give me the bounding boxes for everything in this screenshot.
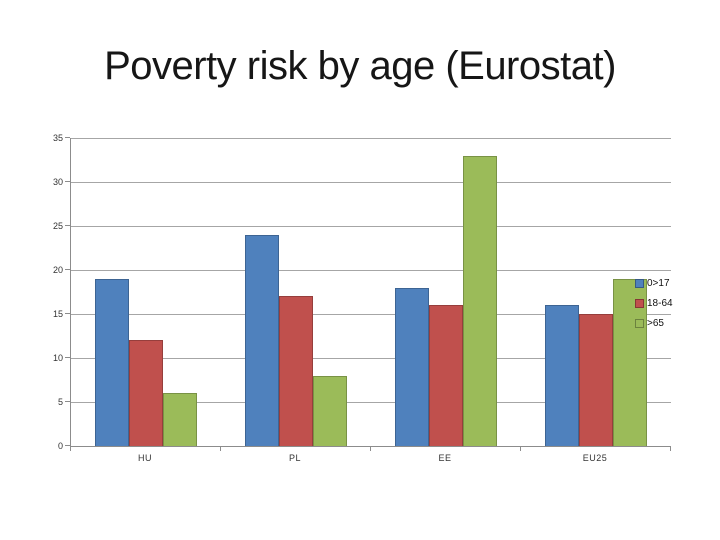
plot-area bbox=[70, 138, 671, 447]
chart-legend: 0>17 18-64 >65 bbox=[635, 273, 673, 333]
gridline-35 bbox=[71, 138, 671, 139]
y-axis-label-5: 5 bbox=[57, 397, 63, 407]
y-axis-label-15: 15 bbox=[52, 309, 63, 319]
legend-item-65: >65 bbox=[635, 313, 673, 333]
bar-ee-18-64 bbox=[429, 305, 463, 446]
bar-hu-65 bbox=[163, 393, 197, 446]
gridline-30 bbox=[71, 182, 671, 183]
legend-swatch-65 bbox=[635, 318, 644, 328]
x-tick-0 bbox=[70, 447, 71, 451]
y-axis-label-0: 0 bbox=[57, 441, 63, 451]
x-axis-label-ee: EE bbox=[438, 453, 452, 463]
y-axis-label-25: 25 bbox=[52, 221, 63, 231]
y-tick-30 bbox=[65, 181, 70, 182]
legend-swatch-0-17 bbox=[635, 278, 644, 288]
y-tick-5 bbox=[65, 401, 70, 402]
x-tick-1 bbox=[220, 447, 221, 451]
y-axis-label-35: 35 bbox=[52, 133, 63, 143]
legend-label-18-64: 18-64 bbox=[647, 297, 673, 309]
bar-pl-18-64 bbox=[279, 296, 313, 446]
bar-pl-65 bbox=[313, 375, 347, 446]
gridline-15 bbox=[71, 314, 671, 315]
bar-ee-0-17 bbox=[395, 287, 429, 446]
bar-eu25-0-17 bbox=[545, 305, 579, 446]
x-tick-3 bbox=[520, 447, 521, 451]
bar-hu-18-64 bbox=[129, 340, 163, 446]
legend-swatch-18-64 bbox=[635, 298, 644, 308]
x-axis-label-hu: HU bbox=[138, 453, 152, 463]
y-tick-0 bbox=[65, 445, 70, 446]
x-tick-end bbox=[670, 447, 671, 451]
legend-item-0-17: 0>17 bbox=[635, 273, 673, 293]
y-tick-10 bbox=[65, 357, 70, 358]
legend-label-65: >65 bbox=[647, 317, 664, 329]
bar-eu25-18-64 bbox=[579, 314, 613, 446]
y-tick-25 bbox=[65, 225, 70, 226]
x-tick-2 bbox=[370, 447, 371, 451]
legend-item-18-64: 18-64 bbox=[635, 293, 673, 313]
legend-label-0-17: 0>17 bbox=[647, 277, 670, 289]
slide-title: Poverty risk by age (Eurostat) bbox=[104, 44, 616, 88]
y-axis-label-20: 20 bbox=[52, 265, 63, 275]
x-axis-label-eu25: EU25 bbox=[582, 453, 608, 463]
y-axis-label-30: 30 bbox=[52, 177, 63, 187]
bar-ee-65 bbox=[463, 155, 497, 446]
bar-hu-0-17 bbox=[95, 278, 129, 446]
y-tick-15 bbox=[65, 313, 70, 314]
x-axis-label-pl: PL bbox=[288, 453, 301, 463]
gridline-25 bbox=[71, 226, 671, 227]
gridline-10 bbox=[71, 358, 671, 359]
y-axis-label-10: 10 bbox=[52, 353, 63, 363]
y-tick-35 bbox=[65, 137, 70, 138]
gridline-20 bbox=[71, 270, 671, 271]
bar-pl-0-17 bbox=[245, 234, 279, 446]
gridline-5 bbox=[71, 402, 671, 403]
y-tick-20 bbox=[65, 269, 70, 270]
